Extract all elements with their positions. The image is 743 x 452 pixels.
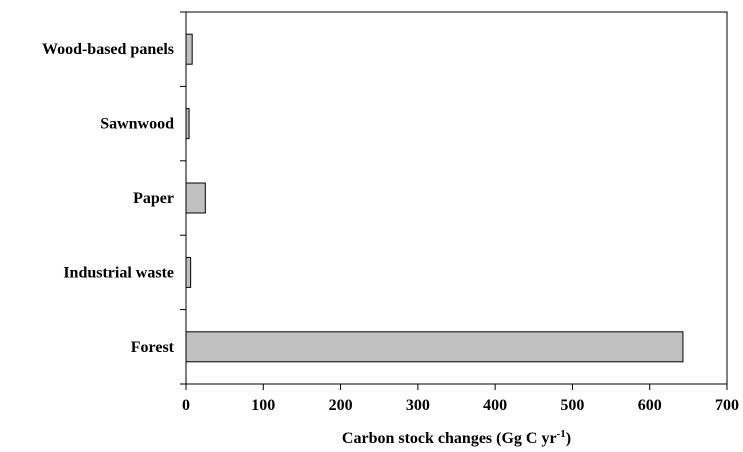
bar-sawnwood xyxy=(185,108,190,140)
x-axis-title-main: Carbon stock changes (Gg C yr xyxy=(342,430,557,447)
plot-frame xyxy=(185,11,728,385)
x-tick-label: 700 xyxy=(715,397,739,414)
bar-paper xyxy=(185,182,206,214)
x-tick-label: 0 xyxy=(182,397,190,414)
x-axis-title-superscript: -1 xyxy=(557,428,566,440)
x-tick-label: 100 xyxy=(251,397,275,414)
bar-forest xyxy=(185,331,684,363)
category-label: Forest xyxy=(131,339,175,356)
bar-wood-based-panels xyxy=(185,33,193,65)
category-label: Paper xyxy=(133,190,174,207)
category-label: Wood-based panels xyxy=(42,41,174,58)
x-tick-label: 200 xyxy=(329,397,353,414)
category-label: Sawnwood xyxy=(100,116,174,133)
x-axis-title: Carbon stock changes (Gg C yr-1) xyxy=(342,428,571,447)
category-label: Industrial waste xyxy=(63,264,174,281)
bar-industrial-waste xyxy=(185,256,192,288)
x-tick-label: 400 xyxy=(483,397,507,414)
x-axis-title-suffix: ) xyxy=(566,430,571,447)
x-tick-label: 300 xyxy=(406,397,430,414)
x-tick-label: 500 xyxy=(560,397,584,414)
x-tick-label: 600 xyxy=(638,397,662,414)
